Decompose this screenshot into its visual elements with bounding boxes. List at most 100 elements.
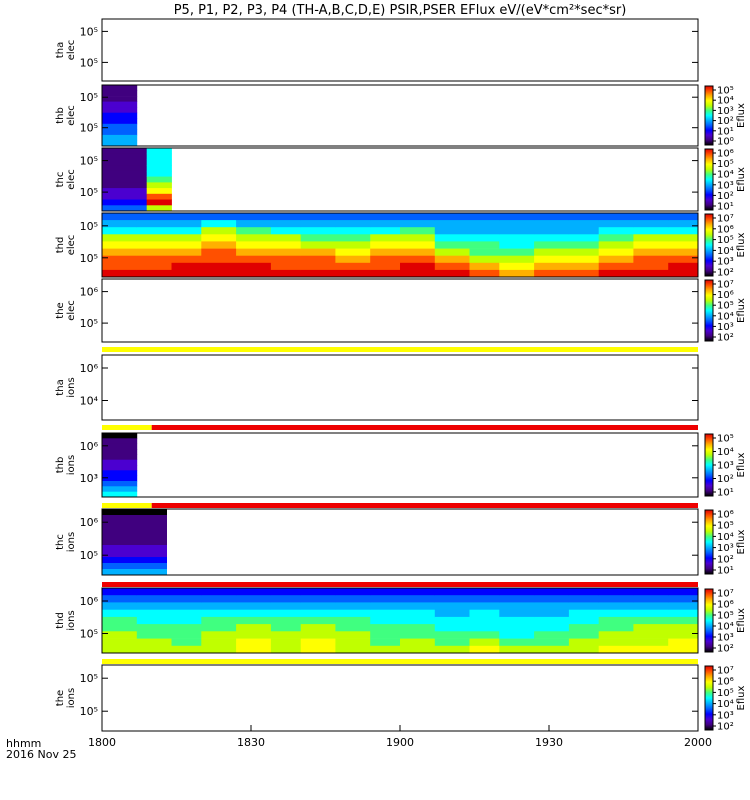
cell-8-13-5 bbox=[534, 624, 570, 632]
cell-3-6-4 bbox=[300, 241, 336, 249]
cell-3-14-5 bbox=[568, 248, 600, 257]
cell-1-0-3 bbox=[102, 101, 138, 108]
cell-8-8-4 bbox=[370, 616, 401, 625]
cell-3-6-1 bbox=[300, 220, 336, 228]
cell-8-13-1 bbox=[534, 595, 570, 603]
cell-8-12-1 bbox=[499, 595, 535, 603]
colorbar-tick-label: 10³ bbox=[717, 322, 734, 333]
cell-8-17-5 bbox=[668, 624, 699, 632]
cell-3-16-3 bbox=[633, 234, 669, 242]
cell-3-5-8 bbox=[270, 269, 302, 278]
cell-3-15-0 bbox=[598, 213, 634, 221]
cell-8-10-6 bbox=[434, 631, 470, 639]
cell-8-15-4 bbox=[598, 616, 634, 625]
colorbar-tick-label: 10⁰ bbox=[717, 137, 734, 148]
cell-3-15-7 bbox=[598, 262, 634, 271]
cell-2-0-3 bbox=[102, 165, 148, 172]
colorbar-label: Eflux bbox=[736, 608, 747, 633]
colorbar-tick-label: 10² bbox=[717, 474, 734, 485]
cell-3-8-2 bbox=[370, 227, 401, 235]
cell-8-12-4 bbox=[499, 616, 535, 625]
panel-tha-ions: 10⁶ 10⁴ tha ions bbox=[55, 354, 699, 421]
cell-8-9-0 bbox=[400, 588, 436, 596]
cell-6-0-6 bbox=[102, 465, 138, 471]
cell-8-15-6 bbox=[598, 631, 634, 639]
cell-1-0-1 bbox=[102, 90, 138, 97]
cell-3-16-0 bbox=[633, 213, 669, 221]
colorbar-tick-label: 10⁵ bbox=[717, 159, 734, 170]
cell-3-14-6 bbox=[568, 255, 600, 264]
cell-3-13-1 bbox=[534, 220, 570, 228]
cell-8-14-6 bbox=[568, 631, 600, 639]
cell-3-12-7 bbox=[499, 262, 535, 271]
cell-3-16-6 bbox=[633, 255, 669, 264]
y-tick-label: 10⁶ bbox=[80, 286, 99, 299]
cell-3-11-1 bbox=[469, 220, 500, 228]
cell-7-0-6 bbox=[102, 545, 167, 552]
colorbar-tick-label: 10⁴ bbox=[717, 447, 734, 458]
cell-3-2-7 bbox=[171, 262, 202, 271]
cell-8-17-8 bbox=[668, 645, 699, 654]
y-label-probe: thb bbox=[55, 107, 66, 124]
cell-8-15-0 bbox=[598, 588, 634, 596]
cell-8-14-2 bbox=[568, 602, 600, 610]
cell-3-4-5 bbox=[236, 248, 272, 257]
cell-8-11-1 bbox=[469, 595, 500, 603]
colorbar-tick-label: 10³ bbox=[717, 710, 734, 721]
cell-8-4-7 bbox=[236, 638, 272, 647]
cell-8-4-3 bbox=[236, 609, 272, 618]
cell-8-3-2 bbox=[201, 602, 237, 610]
cell-2-0-10 bbox=[102, 205, 148, 212]
cell-8-16-4 bbox=[633, 616, 669, 625]
cell-3-16-4 bbox=[633, 241, 669, 249]
colorbar-tick-label: 10² bbox=[717, 191, 734, 202]
cell-3-2-0 bbox=[171, 213, 202, 221]
cell-8-10-8 bbox=[434, 645, 470, 654]
cell-8-9-8 bbox=[400, 645, 436, 654]
cell-8-4-5 bbox=[236, 624, 272, 632]
cell-7-0-9 bbox=[102, 563, 167, 570]
cell-8-15-8 bbox=[598, 645, 634, 654]
y-label-species: ions bbox=[66, 455, 77, 475]
colorbar-tick-label: 10⁶ bbox=[717, 510, 734, 521]
cell-3-6-8 bbox=[300, 269, 336, 278]
cell-8-1-6 bbox=[136, 631, 172, 639]
cell-3-0-8 bbox=[102, 269, 138, 278]
cell-8-15-3 bbox=[598, 609, 634, 618]
cell-3-7-8 bbox=[335, 269, 371, 278]
cell-1-0-9 bbox=[102, 134, 138, 141]
cell-6-0-11 bbox=[102, 491, 138, 498]
cell-6-0-5 bbox=[102, 459, 138, 466]
cell-8-4-1 bbox=[236, 595, 272, 603]
colorbar-tick-label: 10⁷ bbox=[717, 589, 734, 600]
cell-3-5-4 bbox=[270, 241, 302, 249]
cell-3-3-6 bbox=[201, 255, 237, 264]
cell-3-15-1 bbox=[598, 220, 634, 228]
cell-3-9-8 bbox=[400, 269, 436, 278]
cell-3-3-8 bbox=[201, 269, 237, 278]
cell-8-14-8 bbox=[568, 645, 600, 654]
cell-8-16-1 bbox=[633, 595, 669, 603]
cell-3-17-0 bbox=[668, 213, 699, 221]
cell-8-17-1 bbox=[668, 595, 699, 603]
cell-3-6-6 bbox=[300, 255, 336, 264]
y-tick-label: 10⁵ bbox=[80, 220, 98, 233]
cell-8-1-5 bbox=[136, 624, 172, 632]
cell-8-6-0 bbox=[300, 588, 336, 596]
cell-8-5-3 bbox=[270, 609, 302, 618]
cell-8-12-5 bbox=[499, 624, 535, 632]
cell-8-7-8 bbox=[335, 645, 371, 654]
status-bar-yellow bbox=[102, 425, 152, 430]
cell-8-10-7 bbox=[434, 638, 470, 647]
cell-8-6-8 bbox=[300, 645, 336, 654]
cell-8-11-2 bbox=[469, 602, 500, 610]
cell-7-0-7 bbox=[102, 551, 167, 558]
y-label-species: elec bbox=[66, 40, 77, 61]
cell-3-7-5 bbox=[335, 248, 371, 257]
y-tick-label: 10⁶ bbox=[80, 362, 99, 375]
